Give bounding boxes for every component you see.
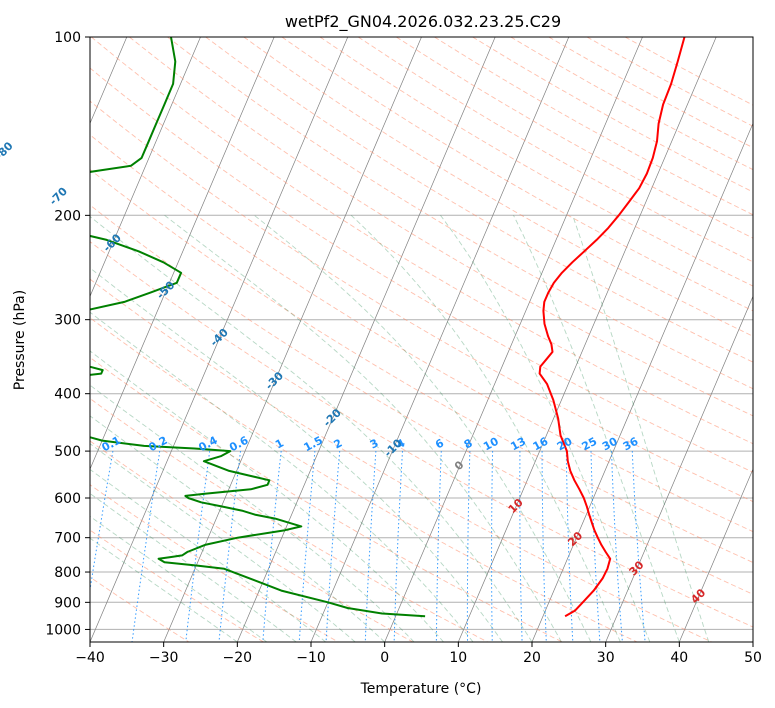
y-tick-label: 500 [54, 444, 81, 460]
mixing-ratio-line [565, 451, 574, 642]
x-tick-label: 20 [523, 650, 541, 666]
moist-adiabat [90, 311, 474, 642]
y-tick-label: 100 [54, 30, 81, 46]
dry-adiabat [90, 67, 753, 473]
y-tick-label: 300 [54, 313, 81, 329]
moist-adiabat [90, 443, 356, 642]
x-tick-label: 10 [449, 650, 467, 666]
mixing-ratio-line [491, 451, 494, 642]
isotherm-line [531, 122, 753, 642]
plot-frame [89, 36, 754, 643]
mixing-ratio-label: 25 [580, 435, 600, 454]
y-tick-label: 700 [54, 531, 81, 547]
mixing-ratio-line [131, 451, 161, 642]
mixing-ratio-label: 20 [555, 435, 575, 454]
mixing-ratio-label: 30 [600, 435, 620, 454]
moist-adiabat [90, 350, 444, 642]
mixing-ratio-label: 13 [508, 435, 528, 454]
temperature-line [538, 37, 686, 618]
dry-adiabat [90, 241, 753, 628]
moist-adiabat [513, 215, 680, 642]
moist-adiabat [164, 214, 562, 642]
y-axis-label: Pressure (hPa) [12, 290, 28, 390]
moist-adiabat [440, 215, 651, 642]
mixing-ratio-line [519, 451, 523, 642]
isotherm-line [90, 37, 349, 642]
x-tick-label: 30 [597, 650, 615, 666]
dry-adiabat [90, 134, 753, 533]
dry-adiabat [90, 100, 753, 503]
moist-adiabat [90, 492, 297, 642]
dry-adiabat [90, 317, 638, 642]
x-tick-label: 40 [670, 650, 688, 666]
x-tick-label: −30 [149, 650, 179, 666]
moist-adiabat [90, 468, 326, 642]
mixing-ratio-label: 36 [621, 435, 641, 454]
mixing-ratio-line [298, 451, 316, 642]
isotherm-line [90, 37, 201, 298]
isotherm-line [678, 468, 753, 642]
y-tick-label: 1000 [45, 622, 81, 638]
x-axis-label: Temperature (°C) [360, 681, 482, 697]
y-tick-label: 400 [54, 387, 81, 403]
mixing-ratio-line [393, 451, 403, 642]
moist-adiabat [90, 537, 238, 642]
mixing-ratio-line [325, 451, 341, 642]
x-tick-label: −10 [296, 650, 326, 666]
isotherm-line [90, 37, 275, 471]
y-tick-label: 900 [54, 595, 81, 611]
mixing-ratio-line [631, 451, 646, 642]
dry-adiabat [205, 37, 753, 363]
moist-adiabat [254, 214, 592, 642]
x-tick-label: −40 [75, 650, 105, 666]
moist-adiabat [350, 214, 621, 642]
x-tick-label: −20 [223, 650, 253, 666]
moist-adiabat [572, 215, 710, 642]
mixing-ratio-label: 16 [531, 435, 551, 454]
background-lines [90, 37, 753, 642]
axes: −40 −30 −20 −10 0 10 20 30 40 50 100 200 300 400 500 60… [45, 30, 762, 666]
dry-adiabat [90, 356, 563, 642]
mixing-ratio-line [541, 451, 547, 642]
isotherm-line [163, 37, 422, 642]
isotherm-line [384, 37, 643, 642]
mixing-ratio-label: 10 [481, 435, 501, 454]
chart-title: wetPf2_GN04.2026.032.23.25.C29 [285, 12, 561, 32]
dry-adiabat [167, 37, 753, 390]
mixing-ratio-line [611, 451, 623, 642]
isotherm-line [605, 295, 753, 642]
x-tick-label: 50 [744, 650, 762, 666]
mixing-ratio-line [218, 451, 241, 642]
y-tick-label: 200 [54, 208, 81, 224]
moist-adiabat [90, 267, 503, 642]
dry-adiabat [91, 37, 753, 445]
isotherm-line [236, 37, 496, 642]
moist-adiabat [90, 415, 385, 642]
dry-adiabat [90, 278, 712, 642]
mixing-ratio-line [262, 451, 282, 642]
dry-adiabat [90, 204, 753, 595]
moist-adiabat [90, 215, 533, 642]
mixing-ratio-line [435, 451, 442, 642]
y-tick-label: 800 [54, 565, 81, 581]
dry-adiabat [90, 397, 488, 642]
dry-adiabat [90, 440, 414, 642]
mixing-ratio-line [364, 451, 377, 642]
data-lines [90, 37, 686, 618]
dewpoint-line [90, 37, 426, 618]
dry-adiabat [243, 37, 753, 337]
isotherm-line [457, 37, 717, 642]
mixing-ratio-line [185, 451, 211, 642]
mixing-ratio-line [466, 451, 471, 642]
plot-area [90, 37, 753, 642]
dry-adiabat [319, 37, 753, 287]
x-tick-label: 0 [380, 650, 389, 666]
dry-adiabat [90, 529, 264, 642]
mixing-ratio-line [590, 451, 601, 642]
y-tick-label: 600 [54, 491, 81, 507]
